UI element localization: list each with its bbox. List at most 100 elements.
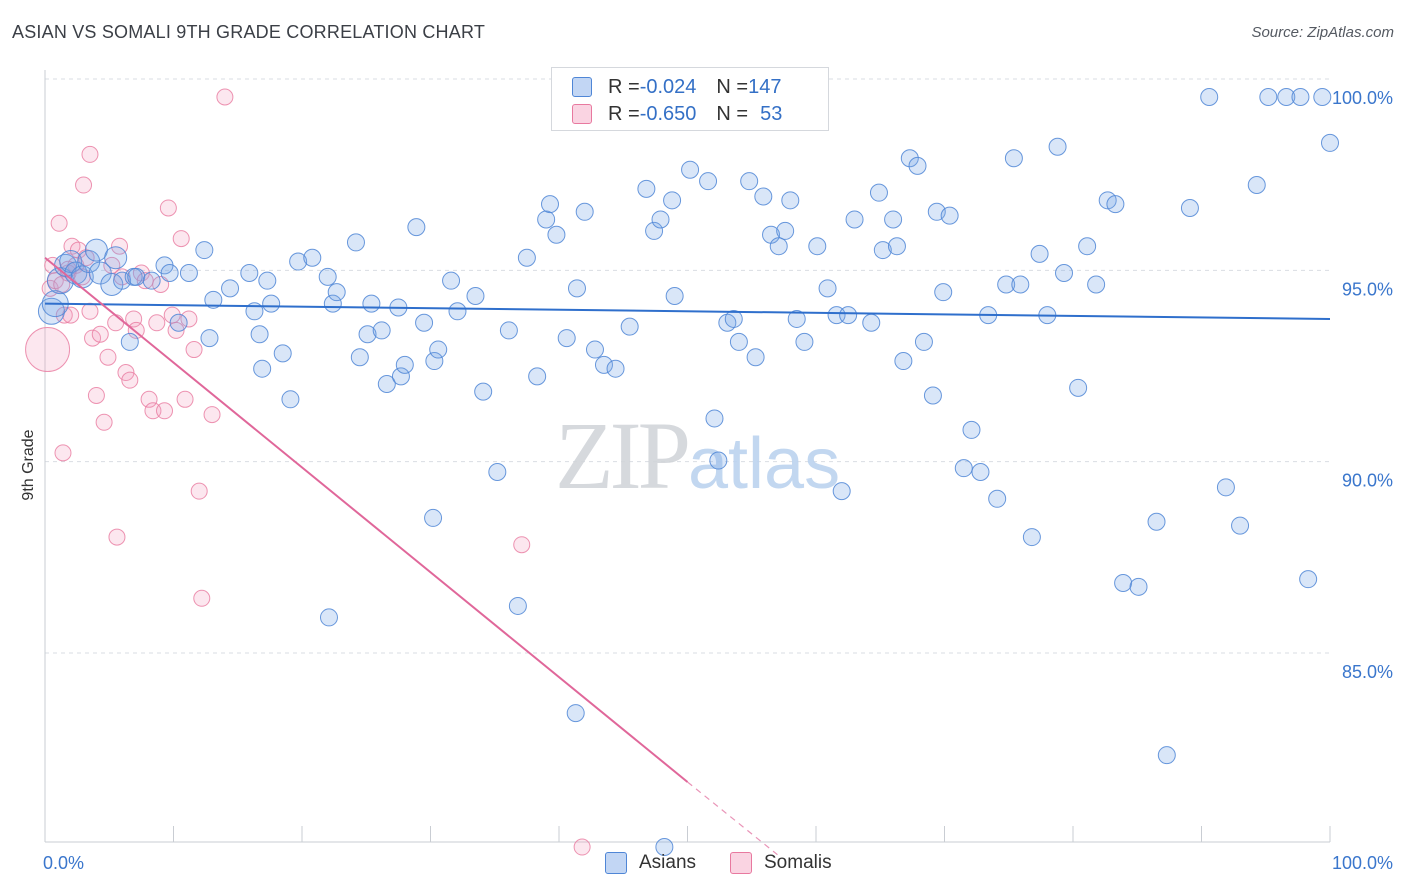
asian-point bbox=[809, 238, 826, 255]
x-tick-label-0: 0.0% bbox=[43, 853, 84, 873]
asian-point bbox=[586, 341, 603, 358]
somali-point bbox=[109, 529, 125, 545]
asians-r-label: R = bbox=[608, 76, 640, 99]
asian-point bbox=[755, 188, 772, 205]
asian-point bbox=[121, 333, 138, 350]
asian-point bbox=[568, 280, 585, 297]
asian-point bbox=[885, 211, 902, 228]
asian-point bbox=[259, 272, 276, 289]
asian-point bbox=[700, 173, 717, 190]
asian-point bbox=[241, 265, 258, 282]
asian-point bbox=[363, 295, 380, 312]
somali-point bbox=[204, 407, 220, 423]
somali-point bbox=[76, 177, 92, 193]
y-tick-label-1: 95.0% bbox=[1342, 279, 1393, 299]
asian-point bbox=[443, 272, 460, 289]
somali-trend-extension bbox=[688, 782, 778, 855]
asian-point bbox=[251, 326, 268, 343]
asian-point bbox=[529, 368, 546, 385]
y-axis-label: 9th Grade bbox=[20, 429, 37, 500]
asian-point bbox=[846, 211, 863, 228]
stats-row-somalis: R = -0.650 N = 53 bbox=[572, 101, 782, 127]
somali-point bbox=[100, 349, 116, 365]
asian-point bbox=[304, 249, 321, 266]
asian-point bbox=[840, 307, 857, 324]
asian-point bbox=[518, 249, 535, 266]
somalis-swatch bbox=[572, 104, 592, 124]
asian-point bbox=[489, 464, 506, 481]
asian-point bbox=[833, 483, 850, 500]
somali-point bbox=[82, 303, 98, 319]
asian-point bbox=[196, 242, 213, 259]
asian-point bbox=[664, 192, 681, 209]
asians-legend-swatch bbox=[605, 852, 627, 874]
asian-point bbox=[915, 333, 932, 350]
asian-point bbox=[416, 314, 433, 331]
somalis-legend-swatch bbox=[730, 852, 752, 874]
asian-point bbox=[1314, 89, 1331, 106]
scatter-chart: ZIP atlas 100.0%95.0%90.0%85.0%0.0% 100.0… bbox=[0, 0, 1406, 892]
somali-point bbox=[82, 146, 98, 162]
asian-point bbox=[1201, 89, 1218, 106]
asian-point bbox=[254, 360, 271, 377]
asian-point bbox=[542, 196, 559, 213]
asian-point bbox=[1088, 276, 1105, 293]
y-tick-label-3: 85.0% bbox=[1342, 662, 1393, 682]
asian-point bbox=[1056, 265, 1073, 282]
asian-point bbox=[725, 310, 742, 327]
somalis-n-label: N = bbox=[716, 103, 748, 126]
asian-point bbox=[638, 180, 655, 197]
asian-point bbox=[396, 356, 413, 373]
somali-point bbox=[191, 483, 207, 499]
somali-point bbox=[173, 231, 189, 247]
asian-point bbox=[201, 330, 218, 347]
stats-legend: R = -0.024 N = 147 R = -0.650 N = 53 bbox=[551, 67, 829, 131]
asian-point bbox=[1158, 747, 1175, 764]
somali-point bbox=[55, 445, 71, 461]
somalis-r-label: R = bbox=[608, 103, 640, 126]
asian-point bbox=[467, 287, 484, 304]
asian-trend-line bbox=[45, 304, 1330, 319]
asian-point bbox=[1070, 379, 1087, 396]
somali-point bbox=[194, 590, 210, 606]
asian-point bbox=[1260, 89, 1277, 106]
asians-n-label: N = bbox=[716, 76, 748, 99]
asian-point bbox=[1079, 238, 1096, 255]
somali-point bbox=[514, 537, 530, 553]
somali-point bbox=[96, 414, 112, 430]
asian-point bbox=[770, 238, 787, 255]
asian-point bbox=[924, 387, 941, 404]
asian-point bbox=[509, 597, 526, 614]
asian-point bbox=[475, 383, 492, 400]
asian-point bbox=[730, 333, 747, 350]
somali-point bbox=[122, 372, 138, 388]
somali-point bbox=[160, 200, 176, 216]
asian-point bbox=[85, 239, 107, 261]
asian-point bbox=[607, 360, 624, 377]
asian-point bbox=[782, 192, 799, 209]
asian-point bbox=[972, 464, 989, 481]
somalis-n-value: 53 bbox=[760, 103, 782, 126]
trend-lines bbox=[45, 258, 1330, 855]
asian-point bbox=[1115, 574, 1132, 591]
asian-point bbox=[819, 280, 836, 297]
legend-item-asians[interactable]: Asians bbox=[605, 850, 696, 876]
legend-item-somalis[interactable]: Somalis bbox=[730, 850, 832, 876]
asian-point bbox=[989, 490, 1006, 507]
somali-point bbox=[217, 89, 233, 105]
somali-point bbox=[186, 342, 202, 358]
asian-point bbox=[895, 353, 912, 370]
asian-point bbox=[1012, 276, 1029, 293]
somali-point bbox=[26, 328, 70, 372]
asian-point bbox=[373, 322, 390, 339]
asian-point bbox=[576, 203, 593, 220]
asian-point bbox=[909, 157, 926, 174]
asians-legend-label: Asians bbox=[639, 852, 696, 874]
watermark-zip: ZIP bbox=[555, 402, 688, 509]
somali-point bbox=[157, 403, 173, 419]
asian-point bbox=[567, 705, 584, 722]
somalis-legend-label: Somalis bbox=[764, 852, 832, 874]
asians-n-value: 147 bbox=[748, 76, 781, 99]
asian-point bbox=[105, 247, 127, 269]
asians-r-value: -0.024 bbox=[640, 76, 697, 99]
